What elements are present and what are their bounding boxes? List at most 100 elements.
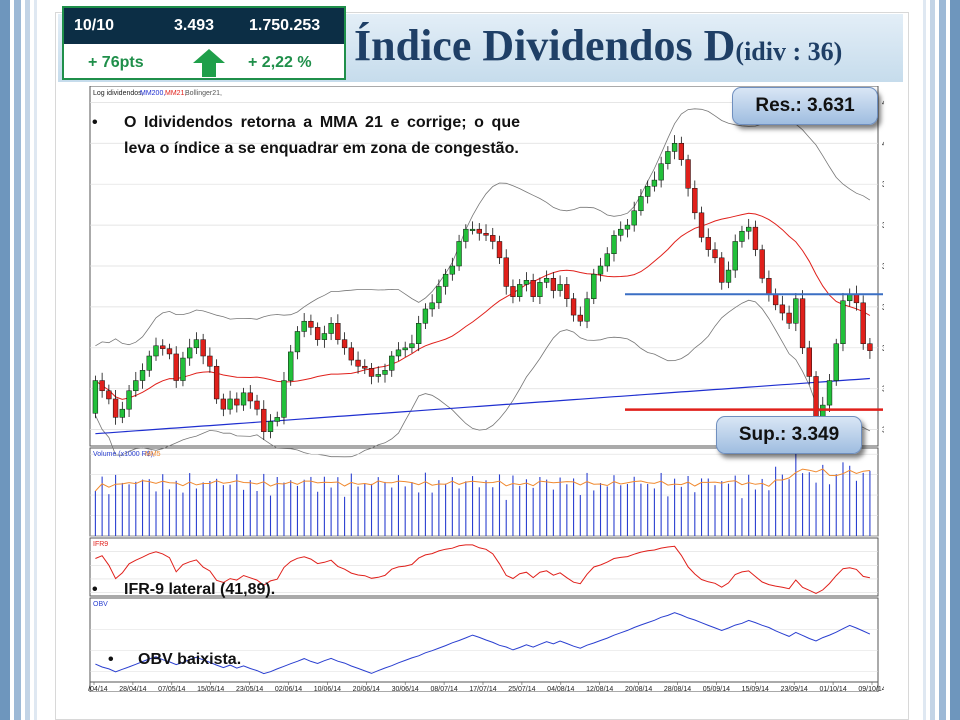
candle-body bbox=[597, 265, 604, 275]
candle-body bbox=[719, 257, 725, 283]
up-arrow-icon bbox=[193, 49, 225, 77]
x-tick-label: 09/10/14 bbox=[858, 686, 884, 692]
volume-ytick: 3.0e6 bbox=[88, 471, 89, 480]
bollinger-lower bbox=[95, 299, 871, 458]
candle-body bbox=[463, 228, 469, 242]
ticker-close: 3.493 bbox=[174, 17, 215, 34]
bullet-obv-text: OBV baixista. bbox=[138, 651, 242, 668]
mm200-line bbox=[95, 377, 870, 435]
volume-mm5-line bbox=[95, 468, 870, 492]
candle-body bbox=[126, 390, 132, 410]
candle-body bbox=[577, 314, 583, 322]
candle-body bbox=[422, 308, 429, 324]
price-ytick-left: 3,300 bbox=[88, 426, 89, 435]
legend-series: Log idividendos, bbox=[93, 90, 144, 97]
bollinger-upper bbox=[95, 108, 871, 347]
price-ytick-left: 3,500 bbox=[88, 344, 89, 353]
volume-ytick: 1.0e6 bbox=[88, 512, 89, 521]
candle-body bbox=[799, 298, 806, 349]
candle-body bbox=[389, 355, 395, 371]
candle-body bbox=[550, 278, 557, 291]
candle-body bbox=[510, 286, 516, 297]
obv-line bbox=[95, 612, 871, 675]
candle-body bbox=[766, 278, 772, 295]
candle-body bbox=[725, 269, 732, 283]
volume-panel bbox=[89, 447, 879, 537]
price-ytick-left: 3,600 bbox=[88, 303, 89, 312]
candle-body bbox=[860, 302, 866, 344]
candle-body bbox=[786, 312, 792, 324]
candle-body bbox=[530, 280, 536, 297]
legend-mm21: MM21, bbox=[165, 90, 186, 97]
left-stripe-2 bbox=[14, 0, 21, 720]
x-tick-label: 28/08/14 bbox=[664, 686, 691, 692]
candle-body bbox=[133, 380, 139, 392]
candle-body bbox=[402, 347, 408, 351]
bullet-analysis: • O Idividendos retorna a MMA 21 e corri… bbox=[92, 110, 520, 162]
ifr-ytick: 60 bbox=[88, 561, 89, 570]
candle-body bbox=[382, 370, 388, 375]
candle-body bbox=[651, 179, 658, 187]
legend-mm200: MM200, bbox=[140, 90, 165, 97]
candle-body bbox=[503, 257, 509, 287]
candle-body bbox=[234, 398, 240, 406]
x-tick-label: 17/04/14 bbox=[88, 686, 108, 692]
ifr-ytick: 20 bbox=[88, 589, 89, 598]
candle-body bbox=[692, 188, 698, 214]
obv-legend: OBV bbox=[93, 601, 108, 608]
x-tick-label: 08/07/14 bbox=[430, 686, 457, 692]
price-ytick-left: 3,800 bbox=[88, 221, 89, 230]
candle-body bbox=[146, 355, 152, 371]
candle-body bbox=[523, 280, 530, 285]
candle-body bbox=[759, 249, 765, 279]
obv-panel bbox=[89, 597, 879, 683]
bullet-ifr-text: IFR-9 lateral (41,89). bbox=[124, 581, 276, 598]
x-tick-label: 04/08/14 bbox=[547, 686, 574, 692]
candle-body bbox=[301, 320, 307, 332]
candle-body bbox=[705, 237, 711, 250]
bullet-obv: • OBV baixista. bbox=[108, 651, 242, 668]
x-tick-label: 17/07/14 bbox=[469, 686, 496, 692]
right-stripe-3 bbox=[930, 0, 935, 720]
price-ytick-right: 4,100 bbox=[882, 98, 884, 107]
candle-body bbox=[476, 228, 482, 234]
candle-body bbox=[483, 233, 489, 236]
candle-body bbox=[328, 323, 334, 334]
x-tick-label: 15/09/14 bbox=[742, 686, 769, 692]
candle-body bbox=[469, 228, 476, 231]
candle-body bbox=[840, 300, 846, 344]
candle-body bbox=[746, 226, 752, 232]
title-main: Índice Dividendos D bbox=[354, 21, 736, 70]
candle-body bbox=[355, 359, 361, 367]
bullet-dot: • bbox=[92, 114, 98, 131]
candle-body bbox=[584, 298, 590, 322]
candle-body bbox=[106, 390, 112, 400]
resistance-label: Res.: 3.631 bbox=[732, 87, 878, 125]
volume-mm-legend: MM5 bbox=[145, 451, 161, 458]
candle-body bbox=[348, 347, 354, 361]
candle-body bbox=[624, 224, 631, 230]
candle-body bbox=[739, 230, 745, 242]
volume-ytick: 4.0e6 bbox=[88, 450, 89, 459]
candle-body bbox=[153, 345, 159, 357]
obv-ytick: 1.0e7 bbox=[88, 647, 89, 656]
candle-body bbox=[638, 196, 644, 212]
price-ytick-right: 3,900 bbox=[882, 180, 884, 189]
candle-body bbox=[644, 185, 651, 197]
candle-body bbox=[220, 398, 227, 410]
x-tick-label: 12/08/14 bbox=[586, 686, 613, 692]
candle-body bbox=[456, 241, 462, 267]
ticker-box: 10/10 3.493 1.750.253 + 76pts + 2,22 % bbox=[62, 6, 346, 80]
candle-body bbox=[833, 343, 839, 381]
candle-body bbox=[207, 355, 213, 367]
candle-body bbox=[698, 212, 705, 238]
candle-body bbox=[112, 398, 119, 418]
candle-body bbox=[274, 417, 280, 422]
x-tick-label: 10/06/14 bbox=[314, 686, 341, 692]
candle-body bbox=[779, 304, 786, 314]
price-ytick-right: 3,500 bbox=[882, 344, 884, 353]
candle-body bbox=[591, 273, 597, 299]
candle-body bbox=[712, 249, 718, 259]
candle-body bbox=[658, 163, 664, 181]
candle-body bbox=[187, 347, 193, 359]
